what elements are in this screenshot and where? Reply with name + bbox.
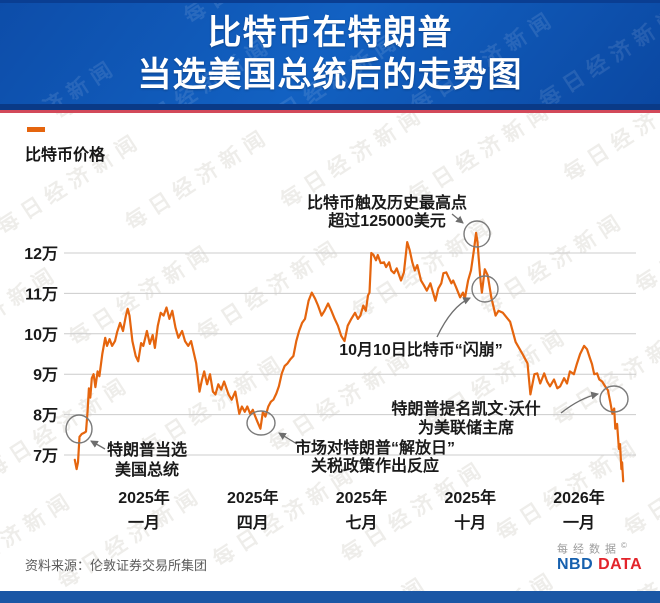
annotation-election: 特朗普当选美国总统 bbox=[65, 414, 187, 479]
footer-blue-bar bbox=[0, 591, 660, 603]
annotation-circle bbox=[246, 410, 276, 436]
page-title-line1: 比特币在特朗普 bbox=[207, 14, 453, 52]
annotation-circle bbox=[471, 275, 499, 303]
annotation-text: 市场对特朗普“解放日”关税政策作出反应 bbox=[295, 438, 455, 475]
annotation-circle bbox=[65, 414, 93, 444]
annotation-warsh: 特朗普提名凯文·沃什为美联储主席 bbox=[391, 385, 629, 437]
annotation-arrow bbox=[278, 432, 298, 445]
x-tick-label: 2025年七月 bbox=[336, 488, 388, 532]
bitcoin-price-line bbox=[73, 231, 625, 483]
annotation-text: 比特币触及历史最高点超过125000美元 bbox=[307, 193, 467, 230]
brand-data: DATA bbox=[598, 555, 643, 573]
x-axis-labels: 2025年一月 2025年四月 2025年七月 2025年十月 2026年一月 bbox=[118, 488, 605, 532]
annotation-arrow bbox=[90, 440, 106, 450]
x-tick-label: 2025年十月 bbox=[444, 488, 496, 532]
registered-mark: © bbox=[621, 541, 627, 550]
header-navy-strip bbox=[0, 104, 660, 110]
brand-chinese: 每经数据© bbox=[557, 541, 627, 556]
x-tick-label: 2025年一月 bbox=[118, 488, 170, 532]
page-title-line2: 当选美国总统后的走势图 bbox=[137, 56, 523, 94]
annotation-ath: 比特币触及历史最高点超过125000美元 bbox=[307, 193, 491, 248]
annotation-text: 10月10日比特币“闪崩” bbox=[339, 340, 503, 359]
annotation-text: 特朗普当选美国总统 bbox=[107, 440, 187, 479]
y-tick-label: 8万 bbox=[33, 408, 58, 425]
data-source-note: 资料来源：伦敦证券交易所集团 bbox=[25, 558, 208, 573]
header-red-accent-line bbox=[0, 110, 660, 113]
y-tick-label: 11万 bbox=[25, 286, 58, 303]
legend-label: 比特币价格 bbox=[25, 147, 106, 164]
grid-lines bbox=[64, 252, 636, 456]
price-line-series bbox=[73, 231, 625, 483]
annotation-tariff: 市场对特朗普“解放日”关税政策作出反应 bbox=[246, 410, 455, 475]
y-axis-labels: 12万 11万 10万 9万 8万 7万 bbox=[24, 246, 58, 465]
brand-english: NBD DATA bbox=[557, 555, 643, 573]
brand-nbd: NBD bbox=[557, 555, 594, 573]
y-tick-label: 12万 bbox=[24, 246, 58, 263]
x-tick-label: 2026年一月 bbox=[553, 488, 605, 532]
y-tick-label: 7万 bbox=[33, 448, 58, 465]
annotation-arrow bbox=[560, 391, 600, 414]
annotation-flash-crash: 10月10日比特币“闪崩” bbox=[339, 275, 503, 359]
legend-line-swatch bbox=[27, 127, 45, 132]
y-tick-label: 10万 bbox=[24, 327, 58, 344]
annotation-circle bbox=[463, 220, 491, 248]
y-tick-label: 9万 bbox=[33, 367, 58, 384]
annotation-circle bbox=[599, 385, 629, 413]
chart-legend: 比特币价格 bbox=[25, 127, 105, 165]
annotation-arrow bbox=[451, 213, 464, 224]
annotation-text: 特朗普提名凯文·沃什为美联储主席 bbox=[391, 399, 540, 437]
nbd-data-logo: 每经数据© NBD DATA bbox=[557, 539, 643, 573]
x-tick-label: 2025年四月 bbox=[227, 488, 279, 532]
annotations: 比特币触及历史最高点超过125000美元 10月10日比特币“闪崩” 特朗普当选美国… bbox=[65, 193, 629, 479]
annotation-arrow bbox=[436, 297, 471, 338]
header-banner: 每日经济新闻 每日经济新闻 每日经济新闻 每日经济新闻 每日经济新闻 每日经济新… bbox=[0, 0, 660, 104]
